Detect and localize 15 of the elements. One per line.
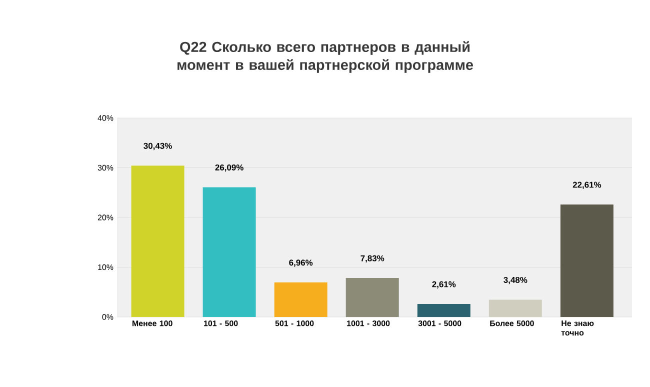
- bar: [488, 300, 542, 317]
- data-label: 7,83%: [360, 255, 384, 263]
- chart-title: Q22 Сколько всего партнеров в данный момент в вашей партнерской программе: [178, 41, 474, 73]
- data-label: 30,43%: [144, 142, 172, 150]
- data-label: 26,09%: [215, 164, 244, 172]
- bar: [346, 278, 399, 317]
- data-label: 6,96%: [289, 260, 313, 267]
- bar: [560, 204, 614, 317]
- bar: [274, 282, 328, 317]
- bar: [131, 166, 184, 317]
- data-label: 2,61%: [432, 281, 456, 288]
- data-label: 3,48%: [504, 276, 528, 284]
- data-label: 22,61%: [572, 182, 602, 189]
- bar: [417, 304, 470, 317]
- bar: [202, 187, 256, 317]
